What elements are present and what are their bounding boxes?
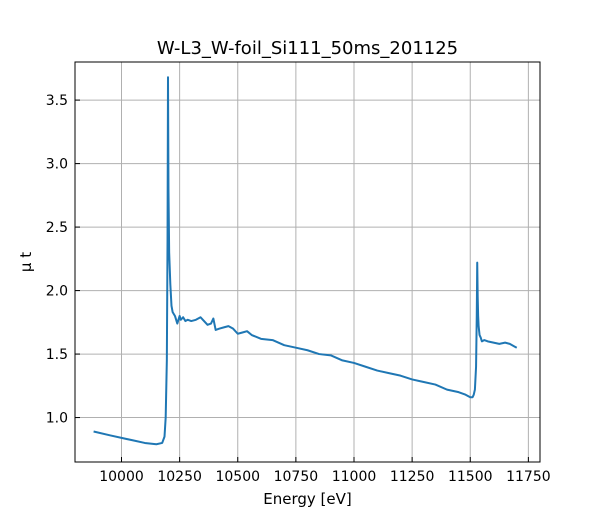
chart-title: W-L3_W-foil_Si111_50ms_201125 bbox=[157, 38, 458, 59]
x-tick-label: 10250 bbox=[157, 469, 202, 485]
y-tick-label: 3.0 bbox=[46, 157, 68, 173]
x-tick-label: 11500 bbox=[448, 469, 493, 485]
y-tick-label: 2.0 bbox=[46, 284, 68, 300]
series-layer bbox=[93, 76, 518, 446]
axis-ticks bbox=[75, 99, 529, 462]
x-axis-title: Energy [eV] bbox=[263, 490, 351, 508]
x-tick-label: 10500 bbox=[215, 469, 260, 485]
y-tick-label: 2.5 bbox=[46, 220, 68, 236]
y-axis-title: μ t bbox=[17, 252, 35, 272]
x-tick-label: 11750 bbox=[506, 469, 551, 485]
y-tick-label: 1.0 bbox=[46, 411, 68, 427]
grid-lines bbox=[75, 62, 540, 462]
y-tick-label: 1.5 bbox=[46, 347, 68, 363]
y-tick-label: 3.5 bbox=[46, 93, 68, 109]
series-line bbox=[93, 76, 518, 446]
x-tick-label: 10000 bbox=[99, 469, 144, 485]
x-tick-label: 10750 bbox=[274, 469, 319, 485]
x-tick-label: 11000 bbox=[332, 469, 377, 485]
plot-frame bbox=[74, 61, 541, 463]
x-tick-label: 11250 bbox=[390, 469, 435, 485]
tick-labels: 10000 10250 10500 10750 11000 11250 11500 11750… bbox=[46, 93, 551, 485]
